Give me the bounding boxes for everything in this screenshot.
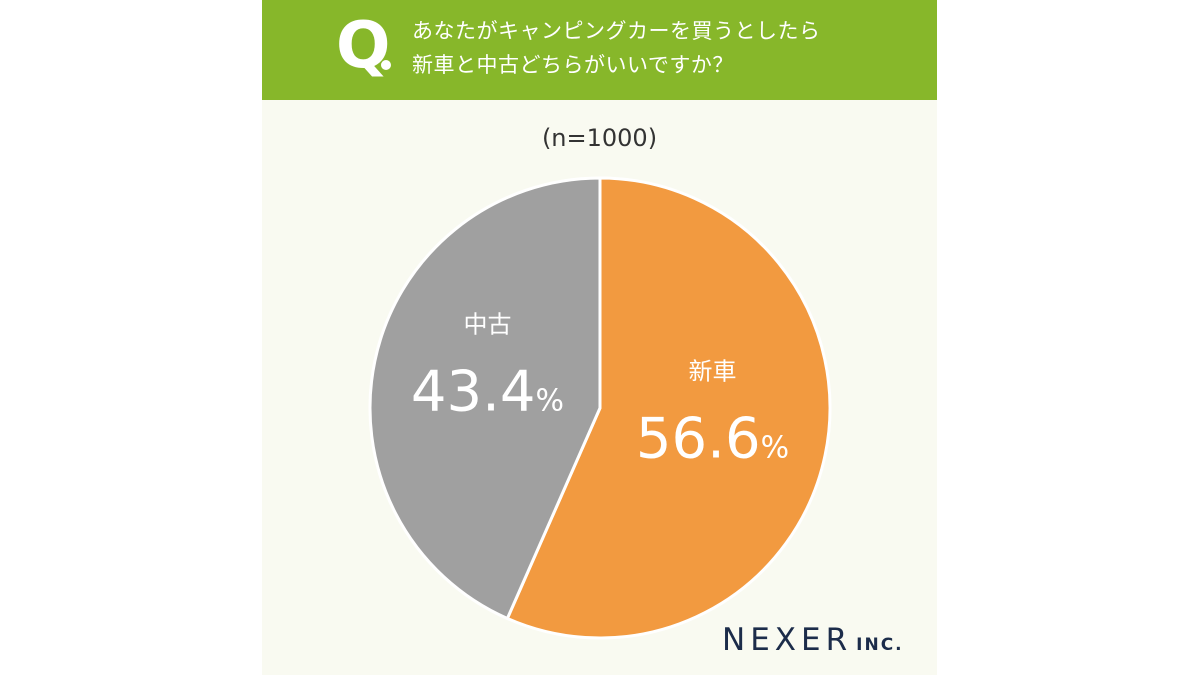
- question-header: Q あなたがキャンピングカーを買うとしたら 新車と中古どちらがいいですか？: [262, 0, 937, 100]
- nexer-logo: NEXER INC.: [722, 622, 904, 658]
- question-line-2: 新車と中古どちらがいいですか？: [412, 53, 734, 77]
- pie-label-value: 56.6%: [636, 407, 789, 472]
- question-mark-label: Q: [336, 9, 391, 83]
- question-text: あなたがキャンピングカーを買うとしたら 新車と中古どちらがいいですか？: [412, 14, 912, 82]
- pie-slice-new: [505, 176, 832, 640]
- chart-card: Q あなたがキャンピングカーを買うとしたら 新車と中古どちらがいいですか？ (n…: [262, 0, 937, 675]
- pie-label-category: 新車: [689, 358, 737, 386]
- pie-label-category: 中古: [463, 310, 511, 338]
- logo-suffix: INC.: [856, 635, 904, 655]
- pie-slice-used: [368, 176, 602, 621]
- question-mark-dot: [381, 60, 391, 70]
- pie-chart: 新車 56.6% 中古 43.4%: [368, 176, 832, 640]
- pie-label-value: 43.4%: [411, 359, 564, 424]
- sample-size-label: (n=1000): [541, 124, 658, 152]
- question-line-1: あなたがキャンピングカーを買うとしたら: [412, 19, 821, 43]
- logo-name: NEXER: [722, 622, 853, 658]
